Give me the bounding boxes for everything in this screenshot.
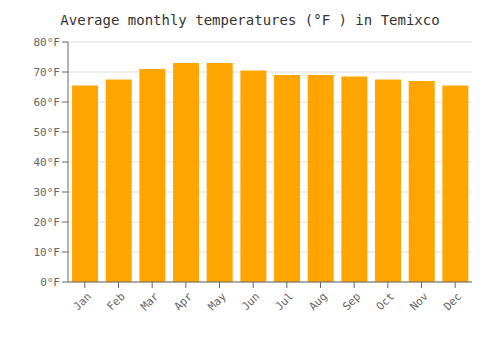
svg-text:20°F: 20°F: [34, 216, 61, 229]
html-text:Average monthly temperatures (: Average monthly temperatures (°F ) in Te…: [60, 12, 440, 28]
svg-text:Jun: Jun: [239, 290, 262, 313]
svg-text:Nov: Nov: [407, 290, 431, 314]
svg-text:May: May: [205, 290, 229, 314]
svg-text:Jan: Jan: [71, 290, 94, 313]
svg-text:Mar: Mar: [138, 290, 162, 314]
svg-text:Jul: Jul: [273, 290, 296, 313]
svg-text:80°F: 80°F: [34, 36, 61, 49]
svg-text:30°F: 30°F: [34, 186, 61, 199]
svg-text:Aug: Aug: [306, 290, 329, 313]
svg-text:0°F: 0°F: [40, 276, 60, 289]
svg-text:40°F: 40°F: [34, 156, 61, 169]
svg-text:60°F: 60°F: [34, 96, 61, 109]
svg-text:50°F: 50°F: [34, 126, 61, 139]
svg-text:Feb: Feb: [104, 290, 127, 313]
svg-text:Oct: Oct: [374, 290, 397, 313]
svg-text:70°F: 70°F: [34, 66, 61, 79]
svg-text:10°F: 10°F: [34, 246, 61, 259]
svg-text:Dec: Dec: [441, 290, 464, 313]
svg-text:Apr: Apr: [172, 290, 196, 314]
svg-text:Sep: Sep: [340, 290, 363, 313]
